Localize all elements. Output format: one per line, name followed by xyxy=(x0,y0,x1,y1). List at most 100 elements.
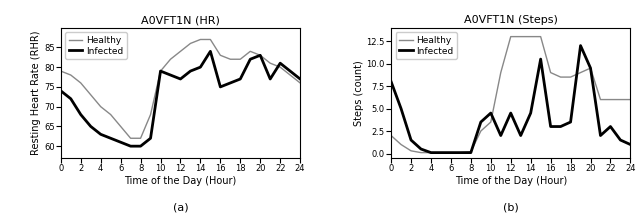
Healthy xyxy=(607,98,614,101)
Infected xyxy=(507,112,515,114)
Healthy xyxy=(417,151,425,154)
Y-axis label: Resting Heart Rate (RHR): Resting Heart Rate (RHR) xyxy=(31,30,41,155)
Healthy xyxy=(477,130,484,132)
Infected xyxy=(187,70,195,72)
Healthy xyxy=(257,54,264,57)
Text: (b): (b) xyxy=(503,202,518,212)
Healthy xyxy=(166,58,174,61)
Infected xyxy=(487,112,495,114)
Healthy xyxy=(147,113,154,116)
Healthy xyxy=(67,74,75,76)
Healthy xyxy=(127,137,134,140)
Healthy xyxy=(537,35,545,38)
Infected xyxy=(276,62,284,65)
Line: Infected: Infected xyxy=(391,46,630,153)
Infected xyxy=(116,141,124,143)
Infected xyxy=(286,70,294,72)
Healthy xyxy=(157,70,164,72)
Healthy xyxy=(457,151,465,154)
Y-axis label: Steps (count): Steps (count) xyxy=(354,60,364,126)
Infected xyxy=(427,151,435,154)
Healthy xyxy=(87,93,95,96)
Title: A0VFT1N (HR): A0VFT1N (HR) xyxy=(141,15,220,25)
Infected xyxy=(547,125,554,128)
Healthy xyxy=(216,54,224,57)
Healthy xyxy=(487,121,495,123)
Healthy xyxy=(137,137,145,140)
Infected xyxy=(567,121,575,123)
Infected xyxy=(257,54,264,57)
Infected xyxy=(216,86,224,88)
Infected xyxy=(447,151,455,154)
Infected xyxy=(596,134,604,137)
Infected xyxy=(437,151,445,154)
Line: Healthy: Healthy xyxy=(61,40,300,138)
Infected xyxy=(127,145,134,147)
Healthy xyxy=(116,125,124,128)
Infected xyxy=(166,74,174,76)
Infected xyxy=(147,137,154,140)
Healthy xyxy=(567,76,575,78)
Healthy xyxy=(187,42,195,45)
Healthy xyxy=(407,149,415,152)
Healthy xyxy=(227,58,234,61)
Healthy xyxy=(77,82,84,84)
Infected xyxy=(196,66,204,69)
Healthy xyxy=(266,62,274,65)
Healthy xyxy=(427,151,435,154)
Infected xyxy=(477,121,484,123)
Infected xyxy=(457,151,465,154)
Infected xyxy=(227,82,234,84)
Healthy xyxy=(577,71,584,74)
Infected xyxy=(177,78,184,80)
Text: (a): (a) xyxy=(173,202,188,212)
Legend: Healthy, Infected: Healthy, Infected xyxy=(396,32,457,59)
Infected xyxy=(296,78,304,80)
Healthy xyxy=(596,98,604,101)
Healthy xyxy=(587,67,595,69)
Healthy xyxy=(437,151,445,154)
Infected xyxy=(107,137,115,140)
Healthy xyxy=(246,50,254,53)
Healthy xyxy=(447,151,455,154)
Infected xyxy=(57,90,65,92)
Infected xyxy=(87,125,95,128)
Infected xyxy=(407,139,415,141)
Healthy xyxy=(57,70,65,72)
Infected xyxy=(67,97,75,100)
Title: A0VFT1N (Steps): A0VFT1N (Steps) xyxy=(464,15,557,25)
Healthy xyxy=(276,66,284,69)
Infected xyxy=(236,78,244,80)
Infected xyxy=(137,145,145,147)
Healthy xyxy=(467,151,475,153)
Healthy xyxy=(196,38,204,41)
Healthy xyxy=(97,105,104,108)
X-axis label: Time of the Day (Hour): Time of the Day (Hour) xyxy=(124,176,237,186)
Healthy xyxy=(507,35,515,38)
Infected xyxy=(387,80,395,83)
Infected xyxy=(537,58,545,60)
Infected xyxy=(246,58,254,61)
Infected xyxy=(627,143,634,146)
Infected xyxy=(467,151,475,154)
Infected xyxy=(527,112,534,114)
Healthy xyxy=(497,71,504,74)
Healthy xyxy=(107,113,115,116)
Healthy xyxy=(387,134,395,137)
Infected xyxy=(417,148,425,150)
Infected xyxy=(587,67,595,69)
Healthy xyxy=(527,35,534,38)
Healthy xyxy=(296,82,304,84)
Healthy xyxy=(236,58,244,61)
Healthy xyxy=(177,50,184,53)
Infected xyxy=(207,50,214,53)
Healthy xyxy=(517,35,525,38)
Infected xyxy=(397,107,405,110)
Infected xyxy=(266,78,274,80)
Infected xyxy=(517,134,525,137)
Legend: Healthy, Infected: Healthy, Infected xyxy=(65,32,127,59)
Infected xyxy=(557,125,564,128)
Infected xyxy=(497,134,504,137)
Healthy xyxy=(207,38,214,41)
Infected xyxy=(157,70,164,72)
